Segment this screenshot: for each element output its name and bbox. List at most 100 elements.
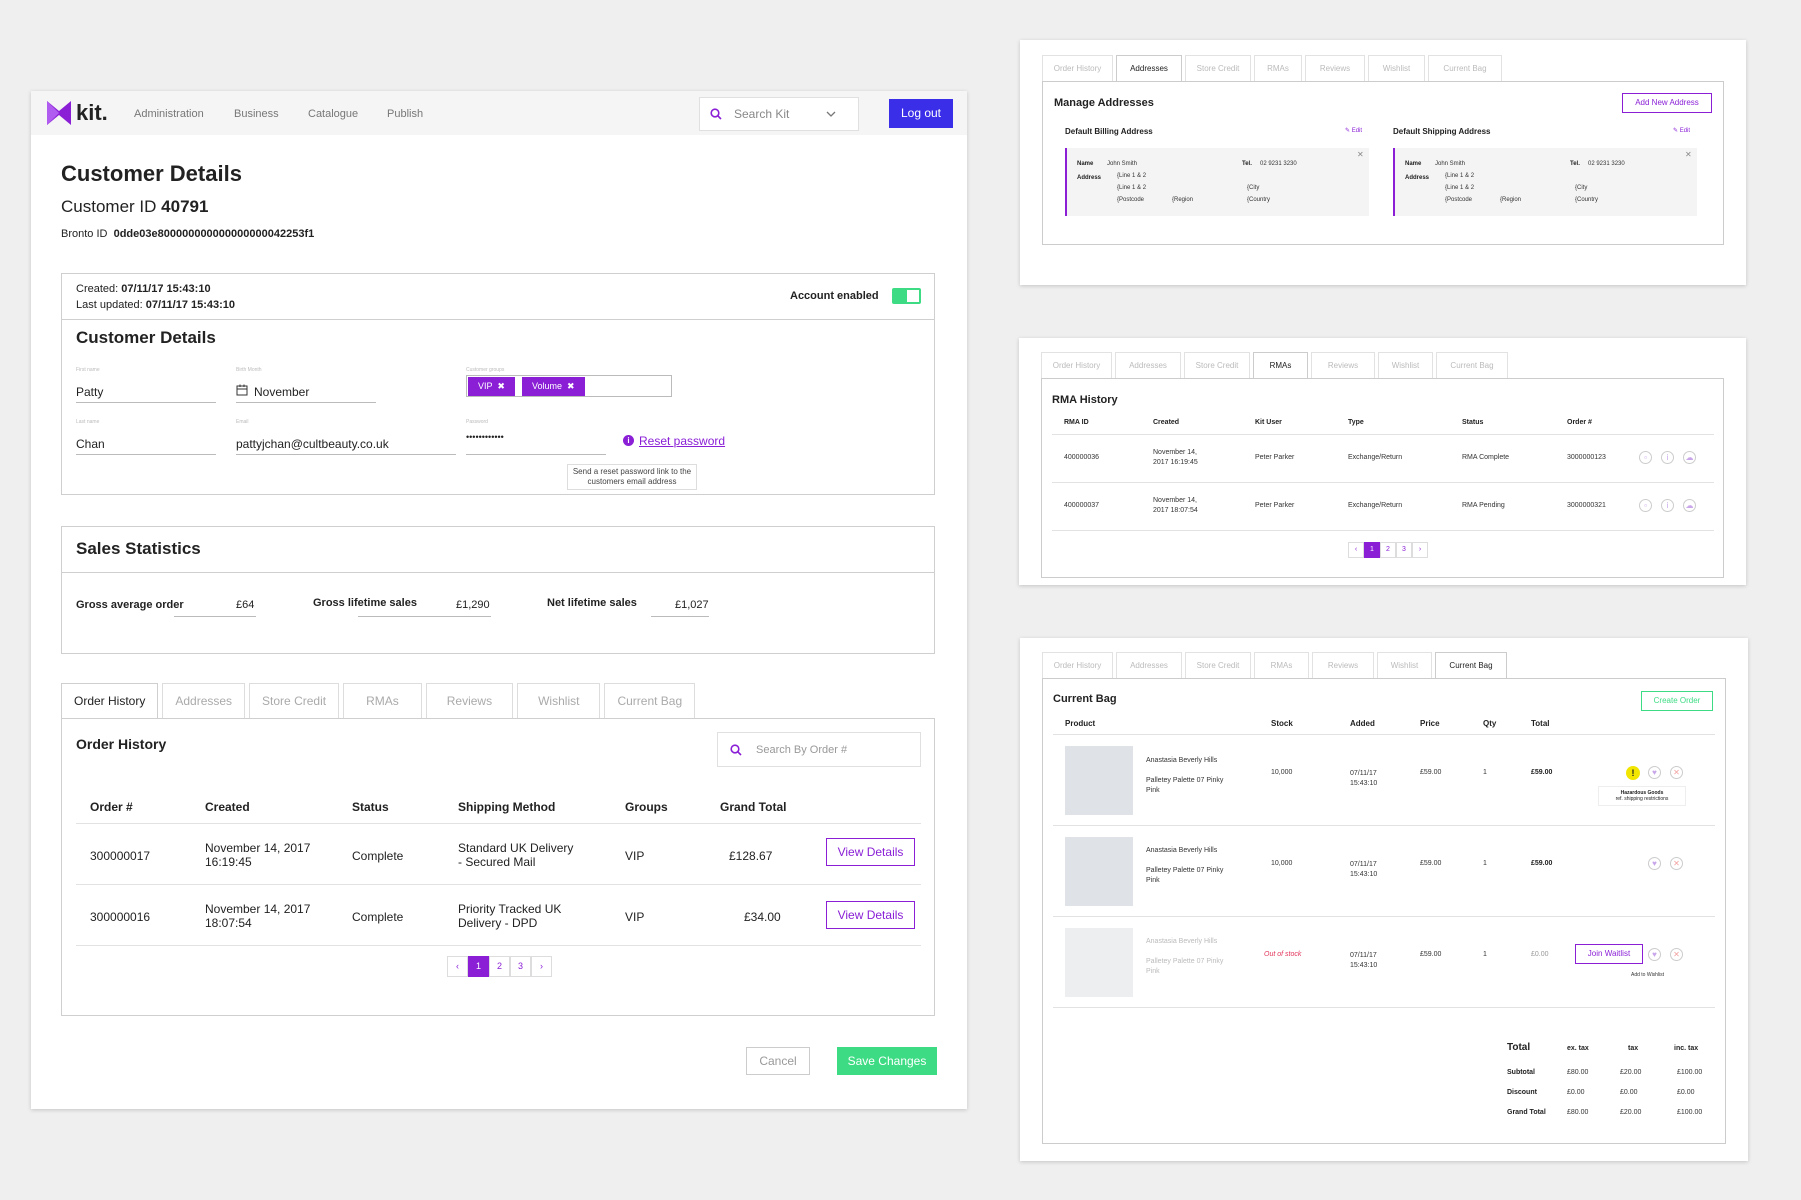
info-icon[interactable]: i — [1661, 451, 1674, 464]
nav-catalogue[interactable]: Catalogue — [308, 108, 359, 120]
info-icon[interactable]: i — [1661, 499, 1674, 512]
stat-label: Gross average order — [76, 599, 184, 611]
nav-publish[interactable]: Publish — [387, 108, 424, 120]
birth-month-field[interactable]: November — [254, 385, 310, 399]
cancel-button[interactable]: Cancel — [746, 1047, 810, 1075]
view-details-button[interactable]: View Details — [826, 838, 915, 866]
nav-administration[interactable]: Administration — [134, 108, 204, 120]
pagination-prev[interactable]: ‹ — [447, 956, 468, 977]
bronto-id: Bronto ID 0dde03e80000000000000000004225… — [61, 228, 314, 240]
tab-wishlist[interactable]: Wishlist — [1378, 352, 1433, 378]
document-icon[interactable]: ▫ — [1639, 451, 1652, 464]
updated-label: Last updated: — [76, 299, 143, 311]
tab-wishlist[interactable]: Wishlist — [517, 683, 601, 719]
table-row: 300000017 November 14, 2017 16:19:45 Comp… — [62, 823, 936, 884]
tab-rmas[interactable]: RMAs — [343, 683, 422, 719]
tab-store-credit[interactable]: Store Credit — [1184, 352, 1250, 378]
addresses-title: Manage Addresses — [1054, 97, 1154, 109]
tab-reviews[interactable]: Reviews — [1305, 55, 1365, 81]
logo[interactable]: kit. — [45, 99, 108, 127]
pagination-page[interactable]: 3 — [1396, 542, 1412, 558]
nav-business[interactable]: Business — [234, 108, 279, 120]
tab-store-credit[interactable]: Store Credit — [249, 683, 340, 719]
tab-reviews[interactable]: Reviews — [1312, 652, 1374, 678]
tab-wishlist[interactable]: Wishlist — [1377, 652, 1432, 678]
tab-rmas[interactable]: RMAs — [1254, 55, 1302, 81]
tab-addresses[interactable]: Addresses — [1116, 652, 1182, 678]
top-nav: kit. Administration Business Catalogue P… — [31, 91, 967, 135]
order-search-input[interactable]: Search By Order # — [717, 732, 921, 767]
cloud-icon[interactable]: ☁ — [1683, 499, 1696, 512]
close-icon[interactable]: ✕ — [1670, 766, 1683, 779]
updated-value: 07/11/17 15:43:10 — [145, 299, 236, 311]
logout-button[interactable]: Log out — [889, 99, 953, 128]
col-kit-user: Kit User — [1255, 419, 1282, 426]
tab-rmas[interactable]: RMAs — [1253, 352, 1308, 378]
create-order-button[interactable]: Create Order — [1641, 691, 1713, 711]
tab-order-history[interactable]: Order History — [1042, 652, 1113, 678]
tab-current-bag[interactable]: Current Bag — [1435, 652, 1507, 678]
save-changes-button[interactable]: Save Changes — [837, 1047, 937, 1075]
order-number: 300000017 — [90, 849, 151, 863]
account-enabled-toggle[interactable] — [892, 288, 921, 304]
pagination-next[interactable]: › — [531, 956, 552, 977]
edit-shipping-button[interactable]: ✎ Edit — [1673, 128, 1691, 134]
heart-icon[interactable]: ♥ — [1648, 766, 1661, 779]
shipping-line: Priority Tracked UK — [458, 902, 562, 916]
tab-order-history[interactable]: Order History — [1041, 352, 1112, 378]
customer-groups-input[interactable] — [466, 375, 672, 397]
password-field[interactable]: •••••••••••• — [466, 432, 504, 442]
pagination-prev[interactable]: ‹ — [1348, 542, 1364, 558]
hazard-title: Hazardous Goods — [1620, 790, 1664, 796]
warning-icon[interactable]: ! — [1626, 766, 1640, 780]
remove-tag-icon[interactable]: ✖ — [497, 381, 505, 391]
tab-store-credit[interactable]: Store Credit — [1185, 652, 1251, 678]
pagination-page[interactable]: 2 — [489, 956, 510, 977]
edit-billing-button[interactable]: ✎ Edit — [1345, 128, 1363, 134]
remove-tag-icon[interactable]: ✖ — [567, 381, 575, 391]
close-icon[interactable]: ✕ — [1670, 857, 1683, 870]
heart-icon[interactable]: ♥ — [1648, 857, 1661, 870]
view-details-button[interactable]: View Details — [826, 901, 915, 929]
tab-addresses[interactable]: Addresses — [1116, 55, 1182, 81]
tab-current-bag[interactable]: Current Bag — [604, 683, 696, 719]
product-line: Pink — [1146, 787, 1160, 794]
heart-icon[interactable]: ♥ — [1648, 948, 1661, 961]
order-total: £128.67 — [729, 849, 773, 863]
totals-value: £0.00 — [1677, 1089, 1695, 1096]
tab-current-bag[interactable]: Current Bag — [1428, 55, 1502, 81]
tab-rmas[interactable]: RMAs — [1254, 652, 1309, 678]
tab-addresses[interactable]: Addresses — [162, 683, 246, 719]
created-label: Created: — [76, 283, 119, 295]
first-name-field[interactable]: Patty — [76, 385, 104, 399]
pagination-page[interactable]: 1 — [468, 956, 489, 977]
reset-password-link[interactable]: Reset password — [639, 434, 726, 448]
tab-wishlist[interactable]: Wishlist — [1368, 55, 1425, 81]
product-total: £59.00 — [1531, 860, 1553, 867]
pagination-page[interactable]: 2 — [1380, 542, 1396, 558]
join-waitlist-button[interactable]: Join Waitlist — [1575, 944, 1643, 964]
close-icon[interactable]: ✕ — [1357, 150, 1364, 159]
last-name-field[interactable]: Chan — [76, 437, 105, 451]
close-icon[interactable]: ✕ — [1670, 948, 1683, 961]
order-total: £34.00 — [744, 910, 781, 924]
email-field[interactable]: pattyjchan@cultbeauty.co.uk — [236, 437, 389, 451]
document-icon[interactable]: ▫ — [1639, 499, 1652, 512]
pagination-page[interactable]: 1 — [1364, 542, 1380, 558]
tab-order-history[interactable]: Order History — [1042, 55, 1113, 81]
tab-store-credit[interactable]: Store Credit — [1185, 55, 1251, 81]
close-icon[interactable]: ✕ — [1685, 150, 1692, 159]
pagination-next[interactable]: › — [1412, 542, 1428, 558]
add-address-button[interactable]: Add New Address — [1622, 93, 1712, 113]
calendar-icon[interactable] — [236, 384, 248, 396]
chevron-down-icon[interactable] — [826, 109, 836, 119]
tab-reviews[interactable]: Reviews — [425, 683, 514, 719]
cloud-icon[interactable]: ☁ — [1683, 451, 1696, 464]
stat-value: £1,027 — [675, 599, 709, 611]
tab-order-history[interactable]: Order History — [61, 683, 159, 719]
pagination-page[interactable]: 3 — [510, 956, 531, 977]
tab-addresses[interactable]: Addresses — [1115, 352, 1181, 378]
tab-reviews[interactable]: Reviews — [1311, 352, 1375, 378]
global-search-input[interactable]: Search Kit — [699, 97, 859, 131]
tab-current-bag[interactable]: Current Bag — [1436, 352, 1508, 378]
